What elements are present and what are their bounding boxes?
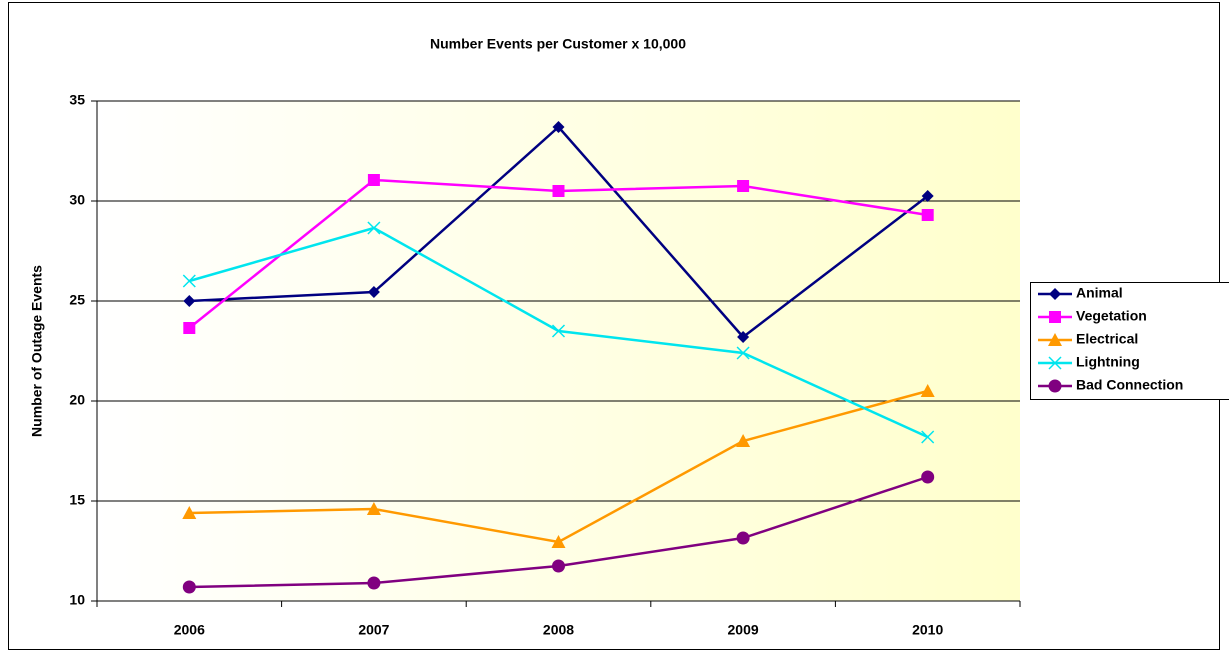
- marker: [736, 346, 750, 360]
- y-tick-label: 30: [69, 192, 85, 208]
- marker: [921, 190, 934, 202]
- marker: [921, 209, 934, 221]
- marker: [551, 324, 566, 338]
- legend-label: Bad Connection: [1076, 377, 1183, 393]
- marker: [1049, 311, 1061, 323]
- marker: [182, 580, 196, 594]
- marker: [1048, 333, 1062, 346]
- marker: [551, 535, 566, 548]
- legend-label: Electrical: [1076, 331, 1138, 347]
- marker: [366, 502, 381, 515]
- marker: [920, 384, 935, 397]
- marker: [183, 322, 196, 334]
- marker: [552, 559, 565, 573]
- marker: [367, 221, 381, 235]
- y-tick-label: 10: [69, 592, 85, 608]
- marker: [921, 470, 935, 484]
- y-tick-label: 15: [69, 492, 85, 508]
- y-tick-label: 20: [69, 392, 85, 408]
- x-tick-label: 2010: [912, 622, 943, 638]
- marker: [552, 121, 565, 133]
- marker: [921, 430, 935, 444]
- x-tick-label: 2008: [543, 622, 574, 638]
- legend-label: Animal: [1076, 285, 1123, 301]
- marker: [736, 434, 751, 447]
- marker: [1048, 356, 1062, 370]
- marker: [1049, 288, 1061, 300]
- marker: [736, 531, 750, 545]
- marker: [182, 274, 196, 288]
- x-tick-label: 2009: [728, 622, 759, 638]
- marker: [182, 506, 197, 519]
- marker: [367, 174, 380, 186]
- marker: [552, 185, 565, 197]
- legend-label: Lightning: [1076, 354, 1140, 370]
- y-tick-label: 25: [69, 292, 85, 308]
- marker: [183, 295, 196, 307]
- y-tick-label: 35: [69, 92, 85, 108]
- marker: [367, 286, 380, 298]
- chart-title: Number Events per Customer x 10,000: [430, 36, 686, 52]
- x-tick-label: 2006: [174, 622, 205, 638]
- marker: [1048, 379, 1062, 393]
- plot-area: [97, 101, 1020, 601]
- marker: [737, 331, 750, 343]
- y-axis-label: Number of Outage Events: [29, 265, 45, 437]
- legend-label: Vegetation: [1076, 308, 1147, 324]
- x-tick-label: 2007: [358, 622, 389, 638]
- marker: [367, 576, 381, 590]
- marker: [737, 180, 750, 192]
